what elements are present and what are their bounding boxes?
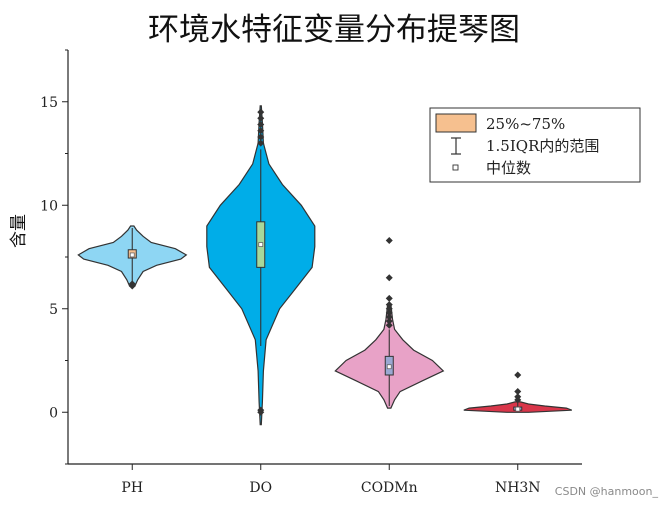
outlier-DO (257, 133, 265, 141)
y-tick-label: 0 (49, 405, 58, 421)
outlier-NH3N (514, 388, 522, 396)
outlier-DO (257, 139, 265, 147)
outlier-DO (257, 108, 265, 116)
x-tick-label: DO (249, 480, 272, 496)
y-tick-label: 15 (40, 95, 58, 111)
legend-label: 中位数 (486, 159, 531, 177)
outlier-CODMn (385, 313, 393, 321)
x-tick-label: NH3N (495, 480, 541, 496)
outlier-PH (128, 280, 136, 288)
y-tick-label: 5 (49, 302, 58, 318)
outlier-NH3N (514, 393, 522, 401)
median-CODMn (386, 364, 392, 370)
x-tick-label: CODMn (361, 480, 418, 496)
legend-swatch-median (452, 164, 459, 171)
outlier-CODMn (385, 236, 393, 244)
median-DO (258, 242, 264, 247)
median-NH3N (515, 406, 521, 412)
outlier-DO (257, 121, 265, 129)
outlier-CODMn (385, 274, 393, 282)
outlier-CODMn (385, 301, 393, 309)
outlier-DO (257, 406, 265, 414)
median-PH (129, 252, 135, 258)
legend-label: 1.5IQR内的范围 (486, 137, 599, 155)
outlier-DO (257, 114, 265, 122)
outlier-NH3N (514, 371, 522, 379)
x-tick-label: PH (121, 480, 143, 496)
legend-label: 25%~75% (486, 115, 565, 133)
outlier-CODMn (385, 294, 393, 302)
outlier-DO (257, 127, 265, 135)
y-tick-label: 10 (40, 198, 58, 214)
outlier-CODMn (385, 321, 393, 329)
outlier-CODMn (385, 305, 393, 313)
outlier-CODMn (385, 317, 393, 325)
legend-swatch-box (435, 113, 477, 133)
outlier-CODMn (385, 309, 393, 317)
chart-title: 环境水特征变量分布提琴图 (148, 12, 520, 48)
watermark: CSDN @hanmoon_ (554, 485, 658, 498)
